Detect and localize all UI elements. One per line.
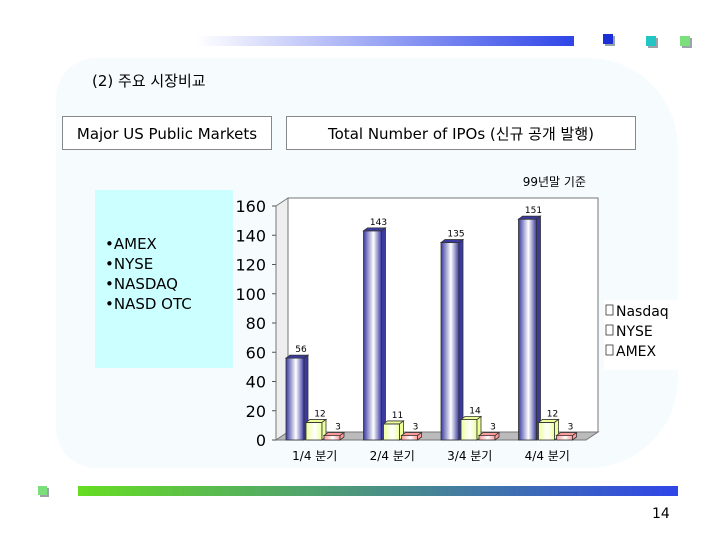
bar-side-amex bbox=[417, 431, 422, 441]
data-label-nyse: 12 bbox=[314, 409, 325, 419]
bar-side-amex bbox=[339, 431, 345, 441]
bar-amex bbox=[323, 435, 341, 441]
data-label-amex: 3 bbox=[490, 423, 496, 433]
bar-nyse bbox=[305, 422, 323, 441]
y-tick-label: 40 bbox=[246, 373, 266, 392]
data-label-amex: 3 bbox=[335, 423, 341, 433]
bar-side-amex bbox=[572, 431, 577, 441]
data-label-nasdaq: 56 bbox=[295, 345, 307, 355]
page-number: 14 bbox=[652, 506, 670, 522]
data-label-nasdaq: 135 bbox=[447, 230, 464, 240]
bar-amex bbox=[401, 435, 418, 441]
market-list: AMEX NYSE NASDAQ NASD OTC bbox=[105, 234, 233, 314]
bar-side-nasdaq bbox=[458, 238, 464, 441]
data-label-nyse: 14 bbox=[469, 407, 481, 417]
category-label: 4/4 분기 bbox=[525, 449, 570, 463]
bar-nyse bbox=[460, 419, 478, 441]
bar-amex bbox=[478, 435, 496, 441]
category-label: 1/4 분기 bbox=[292, 449, 337, 463]
data-label-nyse: 12 bbox=[547, 409, 558, 419]
top-gradient-bar bbox=[196, 36, 574, 46]
bar-nasdaq bbox=[518, 218, 537, 441]
legend-label-amex: AMEX bbox=[616, 344, 657, 360]
bottom-gradient-bar bbox=[78, 486, 678, 496]
market-list-item: NASDAQ bbox=[105, 274, 233, 294]
category-label: 2/4 분기 bbox=[370, 449, 415, 463]
market-list-item: AMEX bbox=[105, 234, 233, 254]
bar-nasdaq bbox=[363, 230, 382, 441]
bar-side-amex bbox=[494, 431, 500, 441]
teal-square-decoration bbox=[646, 36, 656, 46]
y-tick-label: 120 bbox=[235, 256, 266, 275]
bar-nasdaq bbox=[285, 357, 305, 441]
market-list-item: NYSE bbox=[105, 254, 233, 274]
legend-swatch-amex bbox=[605, 344, 614, 356]
blue-square-decoration bbox=[603, 34, 613, 44]
y-tick-label: 140 bbox=[235, 226, 266, 245]
bar-nasdaq bbox=[440, 242, 460, 441]
legend-label-nasdaq: Nasdaq bbox=[616, 304, 669, 320]
y-tick-label: 0 bbox=[256, 431, 266, 450]
bar-side-nasdaq bbox=[536, 215, 541, 441]
y-tick-label: 80 bbox=[246, 314, 266, 333]
legend-box bbox=[604, 300, 684, 370]
markets-heading: Major US Public Markets bbox=[76, 125, 258, 143]
legend-swatch-nyse bbox=[605, 324, 614, 336]
y-tick-label: 20 bbox=[246, 402, 266, 421]
data-label-amex: 3 bbox=[413, 423, 419, 433]
legend-swatch-nasdaq bbox=[605, 304, 614, 316]
category-label: 3/4 분기 bbox=[447, 449, 492, 463]
green-square-decoration bbox=[680, 36, 690, 46]
bar-nyse bbox=[538, 422, 555, 441]
ipo-heading-box: Total Number of IPOs (신규 공개 발행) bbox=[286, 116, 636, 150]
bar-side-nasdaq bbox=[381, 227, 386, 441]
legend-label-nyse: NYSE bbox=[616, 324, 653, 340]
market-list-box: AMEX NYSE NASDAQ NASD OTC bbox=[95, 190, 233, 368]
bar-nyse bbox=[383, 423, 400, 441]
data-label-nyse: 11 bbox=[392, 411, 403, 421]
chart-note: 99년말 기준 bbox=[523, 175, 586, 189]
small-green-square-decoration bbox=[38, 486, 47, 495]
ipo-heading: Total Number of IPOs (신규 공개 발행) bbox=[328, 125, 594, 143]
markets-heading-box: Major US Public Markets bbox=[62, 116, 272, 150]
bar-amex bbox=[556, 435, 573, 441]
market-list-item: NASD OTC bbox=[105, 294, 233, 314]
section-title: (2) 주요 시장비교 bbox=[92, 72, 206, 90]
data-label-nasdaq: 143 bbox=[370, 218, 387, 228]
data-label-nasdaq: 151 bbox=[525, 206, 542, 216]
y-tick-label: 100 bbox=[235, 285, 266, 304]
data-label-amex: 3 bbox=[568, 423, 574, 433]
y-tick-label: 160 bbox=[235, 197, 266, 216]
y-tick-label: 60 bbox=[246, 343, 266, 362]
